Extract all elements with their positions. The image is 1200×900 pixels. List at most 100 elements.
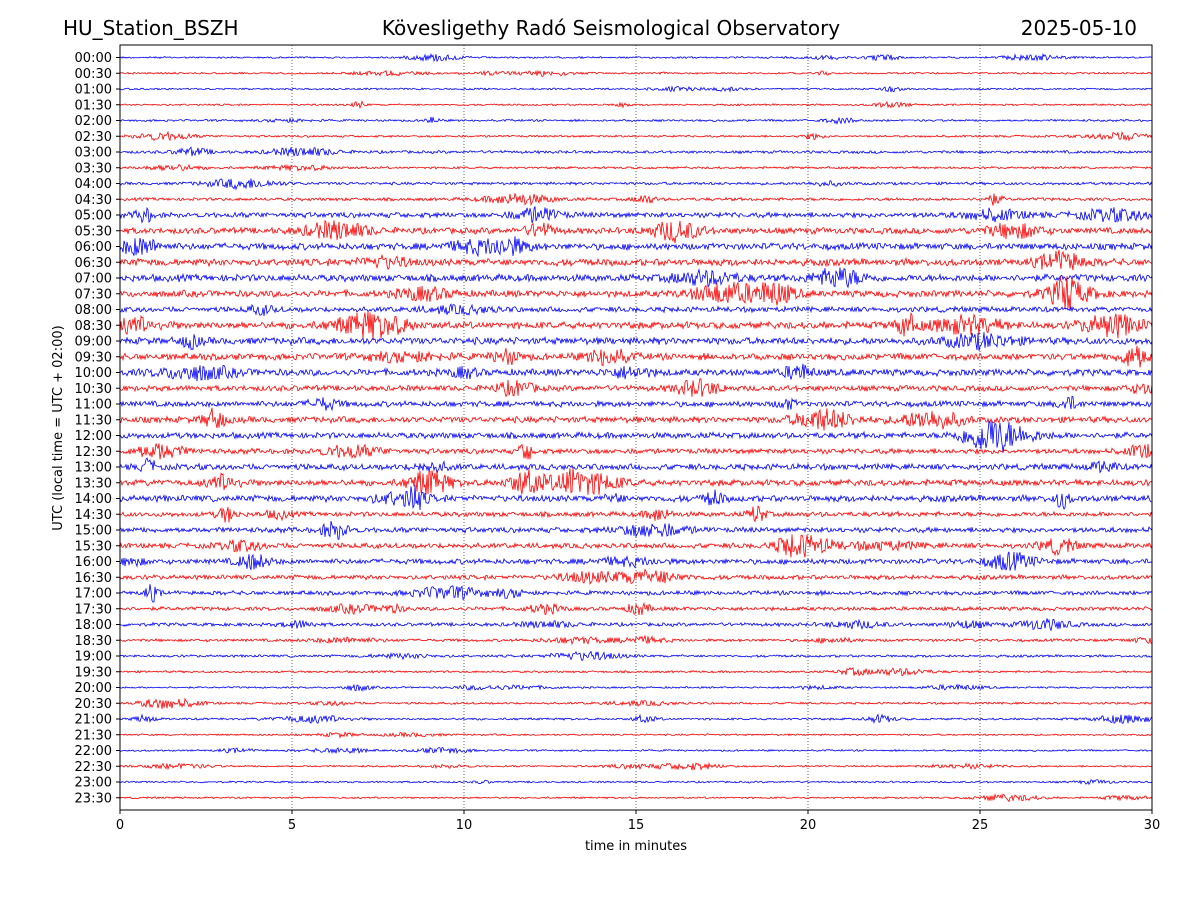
row-label: 07:00 [75,272,112,287]
row-label: 22:00 [75,744,112,759]
row-label: 10:00 [75,366,112,381]
row-label: 12:00 [75,429,112,444]
row-label: 10:30 [75,382,112,397]
trace-line [119,146,1153,157]
trace-line [119,667,1153,677]
trace-line [119,363,1153,382]
x-tick-label: 30 [1144,818,1161,833]
trace-line [119,311,1153,341]
row-label: 01:00 [75,83,112,98]
row-label: 11:00 [75,398,112,413]
trace-line [119,276,1153,311]
trace-line [119,793,1153,803]
trace-line [119,130,1153,142]
row-label: 19:30 [75,665,112,680]
row-label: 06:00 [75,240,112,255]
trace-line [119,267,1153,289]
trace-line [119,249,1153,271]
trace-line [119,219,1153,243]
trace-line [119,443,1153,460]
row-label: 12:30 [75,445,112,460]
trace-line [119,236,1153,258]
x-tick-label: 20 [800,818,817,833]
trace-line [119,521,1153,540]
trace-line [119,178,1153,191]
row-label: 23:00 [75,776,112,791]
trace-line [119,484,1153,511]
trace-line [119,52,1153,63]
row-label: 00:00 [75,51,112,66]
trace-line [119,618,1153,632]
row-label: 18:30 [75,634,112,649]
row-label: 13:30 [75,476,112,491]
trace-line [119,534,1153,558]
row-label: 13:00 [75,461,112,476]
trace-line [119,467,1153,495]
row-label: 06:30 [75,256,112,271]
trace-line [119,192,1153,207]
x-tick-label: 10 [456,818,473,833]
row-label: 02:30 [75,130,112,145]
row-label: 07:30 [75,287,112,302]
row-label: 09:00 [75,335,112,350]
trace-line [119,85,1153,93]
row-label: 04:00 [75,177,112,192]
row-label: 17:30 [75,602,112,617]
trace-line [119,551,1153,572]
trace-line [119,731,1153,739]
trace-line [119,568,1153,586]
y-axis-label: UTC (local time = UTC + 02:00) [51,325,66,530]
row-label: 02:00 [75,114,112,129]
row-label: 03:00 [75,146,112,161]
grid-lines [291,45,981,810]
x-tick-label: 15 [628,818,645,833]
trace-line [119,761,1153,771]
trace-line [119,206,1153,224]
trace-line [119,332,1153,351]
row-label: 16:30 [75,571,112,586]
station-name: HU_Station_BSZH [63,16,239,40]
row-label: 17:00 [75,587,112,602]
row-label: 19:00 [75,650,112,665]
trace-line [119,395,1153,412]
trace-line [119,457,1153,474]
trace-line [119,100,1153,110]
trace-line [119,69,1153,77]
row-label: 20:00 [75,681,112,696]
chart-title: Kövesligethy Radó Seismological Observat… [382,16,840,40]
row-label: 21:30 [75,728,112,743]
row-label: 16:00 [75,555,112,570]
trace-line [119,303,1153,317]
x-ticks: 0 5 10 15 20 25 30 [116,810,1160,833]
row-label: 00:30 [75,67,112,82]
row-label: 14:00 [75,492,112,507]
row-label: 20:30 [75,697,112,712]
row-label: 05:00 [75,209,112,224]
trace-line [119,713,1153,725]
row-label: 05:30 [75,224,112,239]
trace-line [119,650,1153,662]
row-label: 08:30 [75,319,112,334]
chart-date: 2025-05-10 [1021,16,1137,40]
trace-line [119,420,1153,452]
row-label: 18:00 [75,618,112,633]
row-label: 03:30 [75,161,112,176]
row-label: 22:30 [75,760,112,775]
trace-line [119,163,1153,172]
trace-line [119,407,1153,431]
x-tick-label: 25 [972,818,989,833]
row-label: 23:30 [75,791,112,806]
trace-line [119,377,1153,398]
plot-frame [119,44,1153,811]
trace-line [119,779,1153,786]
row-labels: 00:0000:3001:0001:3002:0002:3003:0003:30… [75,51,120,806]
row-label: 04:30 [75,193,112,208]
trace-line [119,697,1153,709]
trace-line [119,634,1153,646]
trace-line [119,601,1153,616]
row-label: 08:00 [75,303,112,318]
row-label: 15:30 [75,539,112,554]
x-tick-label: 0 [116,818,124,833]
trace-line [119,683,1153,692]
